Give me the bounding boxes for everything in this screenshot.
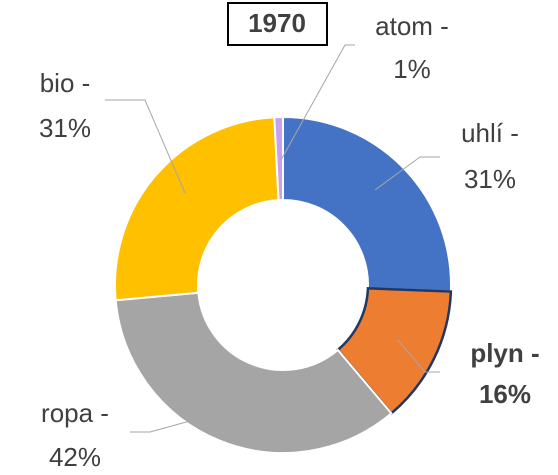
data-label-name: atom - — [375, 11, 449, 41]
leader-line — [130, 409, 231, 433]
label-separator: - — [503, 118, 519, 148]
leader-line — [280, 44, 355, 161]
donut-slice — [114, 291, 393, 454]
data-label-value: 31% — [39, 113, 91, 143]
label-separator: - — [433, 11, 449, 41]
label-separator: - — [524, 338, 540, 368]
category-name: uhlí — [461, 118, 504, 148]
label-separator: - — [93, 398, 109, 428]
donut-slice — [282, 115, 452, 293]
data-label-value: 16% — [479, 379, 531, 409]
category-name: ropa — [41, 398, 94, 428]
data-label-value: 1% — [393, 54, 431, 84]
label-separator: - — [74, 68, 90, 98]
chart-title: 1970 — [248, 8, 306, 38]
data-label-name: uhlí - — [461, 118, 519, 148]
title-box — [227, 2, 328, 46]
data-label-value: 42% — [49, 442, 101, 472]
donut-slice — [114, 116, 280, 302]
leader-line — [374, 156, 440, 191]
leader-line — [105, 99, 186, 194]
data-label-name: bio - — [40, 68, 91, 98]
data-label-name: plyn - — [470, 338, 539, 368]
category-name: plyn — [470, 338, 523, 368]
leader-line — [397, 339, 440, 373]
data-label-value: 31% — [464, 164, 516, 194]
data-label-name: ropa - — [41, 398, 109, 428]
category-name: atom — [375, 11, 433, 41]
category-name: bio — [40, 68, 75, 98]
donut-slice — [273, 115, 284, 202]
